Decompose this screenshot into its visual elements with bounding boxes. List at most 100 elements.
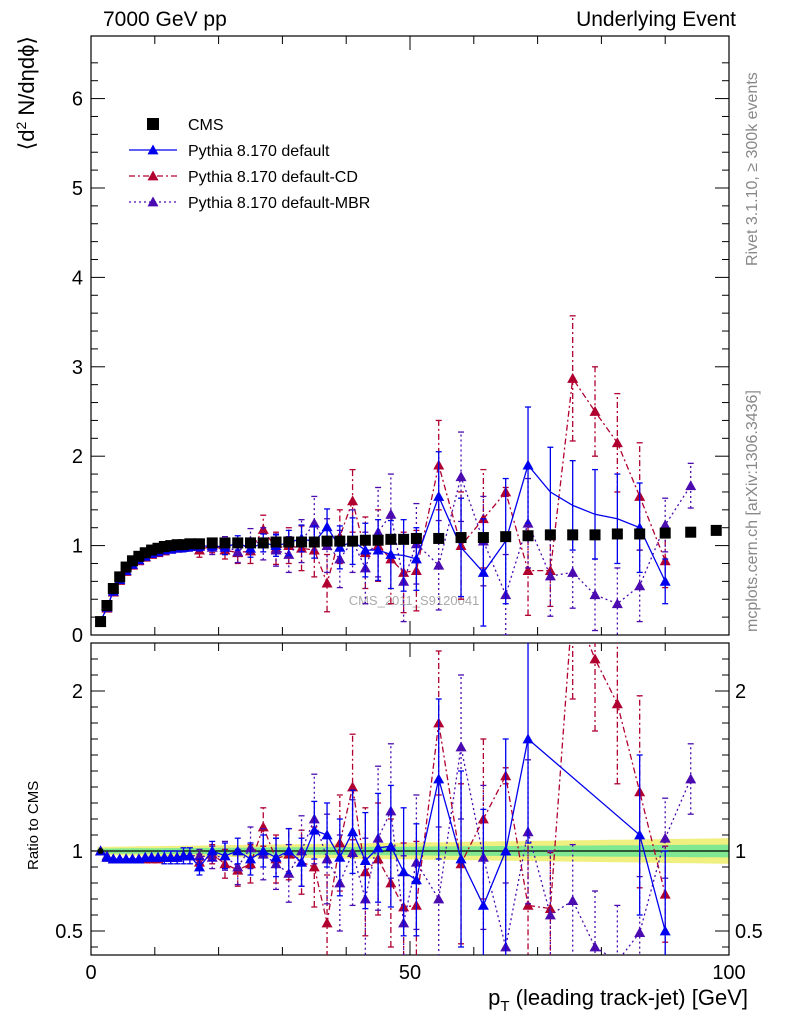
ratio-default-marker [433,773,445,784]
ratio-default-marker [500,845,512,856]
cms-marker [178,539,190,551]
cms-marker [206,537,218,549]
ratio-default-cd-marker [611,698,623,709]
cms-marker [634,528,646,540]
legend-marker [147,170,159,181]
ratio-default-cd-marker [321,917,333,928]
ratio-default-cd-marker [522,899,534,910]
main-default-cd-marker [611,437,623,448]
cms-marker [146,544,158,556]
main-cms-series [95,524,722,628]
ratio-default-marker [634,829,646,840]
cms-marker [398,533,410,545]
cms-marker [107,583,119,595]
cms-marker [347,535,359,547]
y-tick-label: 3 [72,357,83,379]
main-default-mbr-marker [544,570,556,581]
ratio-default-marker [296,856,308,867]
legend: CMS Pythia 8.170 default Pythia 8.170 defa… [129,117,370,212]
legend-cms-marker [147,118,159,130]
cms-marker [321,535,333,547]
header-left: 7000 GeV pp [103,8,227,31]
cms-marker [101,599,113,611]
cms-marker [270,536,282,548]
cms-marker [133,550,145,562]
rivet-label: Rivet 3.1.10, ≥ 300k events [744,72,761,266]
x-tick-label: 0 [85,962,96,984]
cms-marker [359,534,371,546]
cms-marker [455,532,467,544]
x-tick-label: 100 [712,962,745,984]
ratio-default-marker [659,925,671,936]
y-tick-label: 1 [72,536,83,558]
cms-marker [522,530,534,542]
cms-marker [126,555,138,567]
ratio-default-marker [385,840,397,851]
cms-marker [120,561,132,573]
main-default-cd-marker [567,372,579,383]
cms-marker [152,542,164,554]
main-default-marker [433,490,445,501]
cms-marker [114,571,126,583]
ratio-default-marker [410,874,422,885]
main-default-marker [359,544,371,555]
legend-marker [147,196,159,207]
ratio-default-cd-marker [347,781,359,792]
cms-marker [477,532,489,544]
x-tick-label: 50 [399,962,421,984]
main-default-marker [321,521,333,532]
cms-marker [544,529,556,541]
cms-marker [567,529,579,541]
cms-marker [158,540,170,552]
ratio-default-mbr-marker [685,773,697,784]
ratio-default-marker [372,842,384,853]
ratio-default-marker [245,853,256,864]
main-default-marker [477,566,489,577]
ratio-y-tick-label-right: 0.5 [735,921,763,943]
main-default-cd-marker [321,577,333,588]
ratio-y-tick-label: 0.5 [55,921,83,943]
legend-entry: Pythia 8.170 default-CD [188,169,358,186]
main-default-cd-marker [522,565,534,576]
cms-marker [193,538,205,550]
cms-marker [372,534,384,546]
main-default-mbr-marker [659,519,671,530]
ratio-default-cd-marker [589,653,601,664]
ratio-default-mbr-marker [567,895,579,905]
cms-marker [611,528,623,540]
ratio-y-tick-label-right: 1 [735,841,746,863]
ratio-default-marker [184,850,196,861]
ratio-default-marker [334,851,346,862]
ratio-default-marker [219,850,231,861]
x-axis-title: pT (leading track-jet) [GeV] [488,985,748,1015]
ratio-default-mbr-marker [193,850,205,861]
cms-marker [410,532,422,544]
cms-marker [184,538,196,550]
main-default-mbr-marker [455,471,467,482]
ratio-default-marker [398,866,410,877]
legend-entry: CMS [188,117,224,134]
main-default-marker [372,544,384,555]
cms-marker [257,537,269,549]
ratio-default-marker [193,861,205,872]
ratio-default-marker [206,845,218,856]
cms-marker [296,536,308,548]
cms-marker [659,527,671,539]
ratio-default-marker [232,845,244,856]
legend-entry: Pythia 8.170 default-MBR [188,195,370,212]
ratio-default-marker [257,845,269,856]
ratio-default-mbr-marker [433,893,445,904]
main-default-cd-line [100,376,666,622]
cms-marker [433,532,445,544]
ratio-default-mbr-marker [455,741,467,752]
y-tick-label: 6 [72,89,83,111]
main-default-mbr-marker [308,517,320,528]
ratio-default-marker [347,826,359,837]
mcplots-label: mcplots.cern.ch [arXiv:1306.3436] [744,390,761,632]
cms-marker [139,547,151,559]
ratio-default-mbr-marker [659,832,671,843]
ratio-y-tick-label-right: 2 [735,681,746,703]
ratio-default-marker [270,851,282,862]
main-default-mbr-marker [611,598,623,609]
